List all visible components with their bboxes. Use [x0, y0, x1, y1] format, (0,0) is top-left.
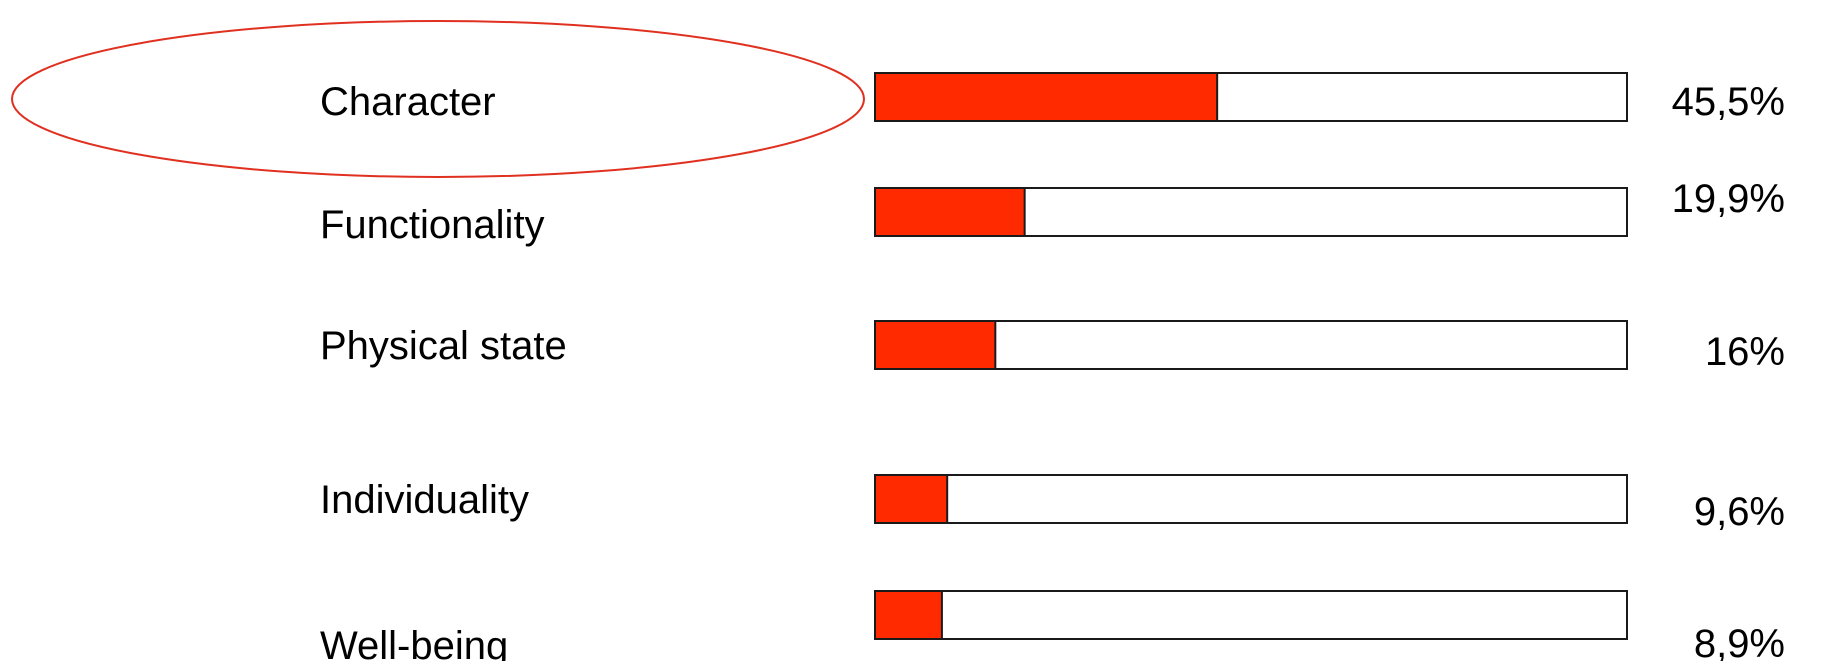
bar — [874, 320, 997, 370]
bar-track — [874, 474, 1628, 524]
bar — [874, 72, 1219, 122]
bar-track — [874, 590, 1628, 640]
category-label: Functionality — [320, 203, 545, 247]
bar — [874, 187, 1026, 237]
value-label: 19,9% — [1672, 177, 1785, 221]
value-label: 16% — [1705, 330, 1785, 374]
highlight-ellipse — [11, 20, 865, 178]
value-label: 9,6% — [1694, 490, 1785, 534]
bar — [874, 590, 943, 640]
category-label: Individuality — [320, 478, 529, 522]
category-label: Well-being — [320, 624, 508, 661]
bar — [874, 474, 949, 524]
value-label: 8,9% — [1694, 622, 1785, 661]
value-label: 45,5% — [1672, 80, 1785, 124]
bar-track — [874, 320, 1628, 370]
category-label: Physical state — [320, 324, 567, 368]
category-label: Character — [320, 80, 496, 124]
